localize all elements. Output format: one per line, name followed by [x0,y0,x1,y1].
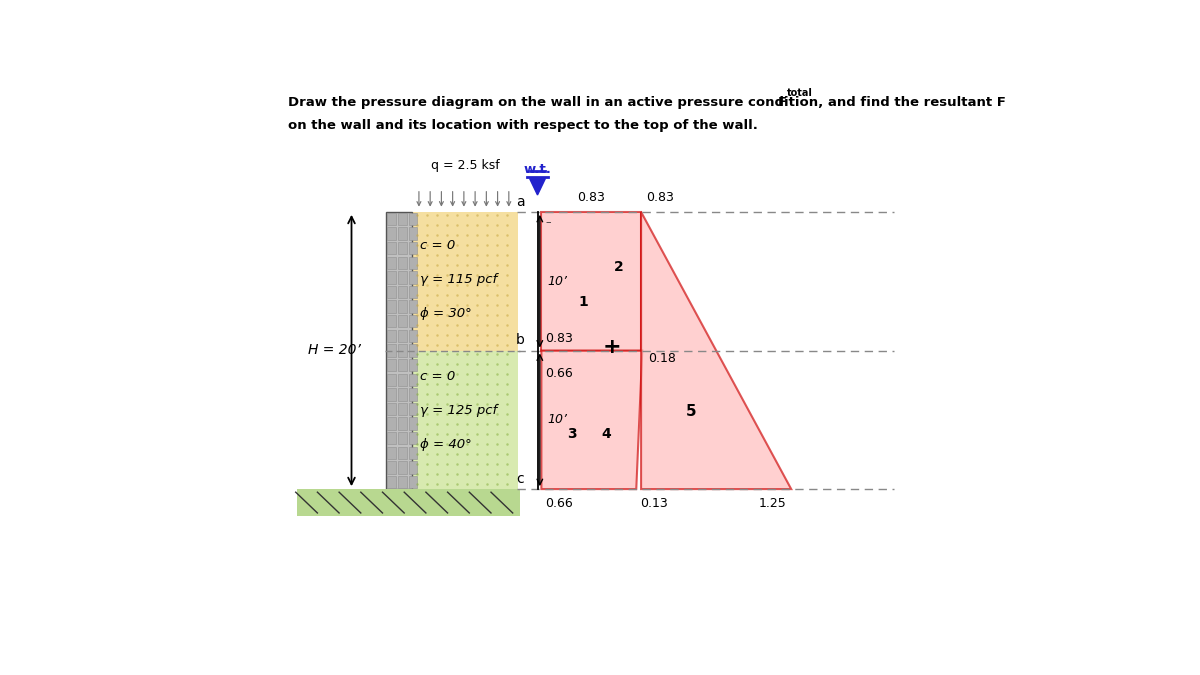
Bar [388,329,396,342]
Text: 1: 1 [578,295,588,309]
Bar [398,476,407,488]
Bar [388,286,396,298]
Bar [388,462,396,474]
Polygon shape [529,179,545,195]
Bar [398,432,407,444]
Bar [398,242,407,254]
Text: ϕ = 30°: ϕ = 30° [420,306,472,320]
Bar [388,315,396,327]
Text: 0.66: 0.66 [545,367,574,381]
Text: a: a [516,195,524,209]
Bar [409,403,418,415]
Bar [388,447,396,459]
Text: Draw the pressure diagram on the wall in an active pressure condition, and find : Draw the pressure diagram on the wall in… [288,97,1006,109]
Bar [398,315,407,327]
Bar [409,462,418,474]
Bar [409,476,418,488]
Bar [398,359,407,371]
Text: 0.18: 0.18 [648,352,676,364]
Bar [409,242,418,254]
Text: 0.83: 0.83 [646,191,673,205]
Bar [388,271,396,284]
Bar [388,242,396,254]
Bar [398,388,407,400]
Text: 3: 3 [566,427,576,441]
Bar [398,271,407,284]
Text: ϕ = 40°: ϕ = 40° [420,437,472,450]
Bar [398,329,407,342]
Bar [398,227,407,240]
Bar [388,213,396,225]
Text: q = 2.5 ksf: q = 2.5 ksf [431,159,499,172]
Text: c = 0: c = 0 [420,370,455,383]
Bar [409,300,418,313]
Bar [409,359,418,371]
Bar [388,300,396,313]
Bar [388,373,396,386]
Bar [412,350,518,489]
Bar [409,373,418,386]
Bar [398,447,407,459]
Text: γ = 125 pcf: γ = 125 pcf [420,404,497,416]
Bar [409,344,418,356]
Bar [398,256,407,269]
Polygon shape [641,212,791,489]
Bar [388,359,396,371]
Bar [388,256,396,269]
Bar [409,286,418,298]
Bar [398,373,407,386]
Text: on the wall and its location with respect to the top of the wall.: on the wall and its location with respec… [288,119,758,132]
Text: 0.83: 0.83 [545,332,574,345]
Bar [409,432,418,444]
Bar [388,476,396,488]
Text: H = 20’: H = 20’ [308,344,361,358]
Text: 0.83: 0.83 [577,191,605,205]
Text: 0.66: 0.66 [545,497,574,510]
Text: –: – [545,217,551,227]
Bar [409,213,418,225]
Text: c = 0: c = 0 [420,239,455,252]
Bar [398,286,407,298]
Text: 5: 5 [685,404,696,419]
Text: c: c [517,472,524,486]
Bar [409,388,418,400]
Bar [386,212,412,489]
Bar [388,388,396,400]
Text: 10’: 10’ [547,275,568,288]
Text: 1.25: 1.25 [758,497,786,510]
Bar [388,344,396,356]
Bar [409,315,418,327]
Text: 2: 2 [614,261,624,274]
Bar [398,403,407,415]
Text: total: total [787,88,812,98]
Bar [388,403,396,415]
Bar [388,418,396,430]
Text: 10’: 10’ [547,413,568,427]
Text: F: F [778,97,787,109]
Text: b: b [516,333,524,348]
Bar [398,418,407,430]
Bar [388,432,396,444]
Bar [409,447,418,459]
Text: 4: 4 [601,427,611,441]
Text: +: + [602,337,620,356]
Bar [398,300,407,313]
Text: w.t.: w.t. [523,163,552,176]
Bar [398,213,407,225]
Polygon shape [541,350,642,489]
Text: γ = 115 pcf: γ = 115 pcf [420,273,497,286]
Polygon shape [541,212,641,350]
Bar [409,418,418,430]
Bar [409,329,418,342]
Bar [388,227,396,240]
Bar [409,256,418,269]
Bar [412,212,518,350]
Bar [398,462,407,474]
Bar [398,344,407,356]
Bar [409,227,418,240]
Bar [298,489,520,516]
Text: 0.13: 0.13 [640,497,668,510]
Bar [409,271,418,284]
